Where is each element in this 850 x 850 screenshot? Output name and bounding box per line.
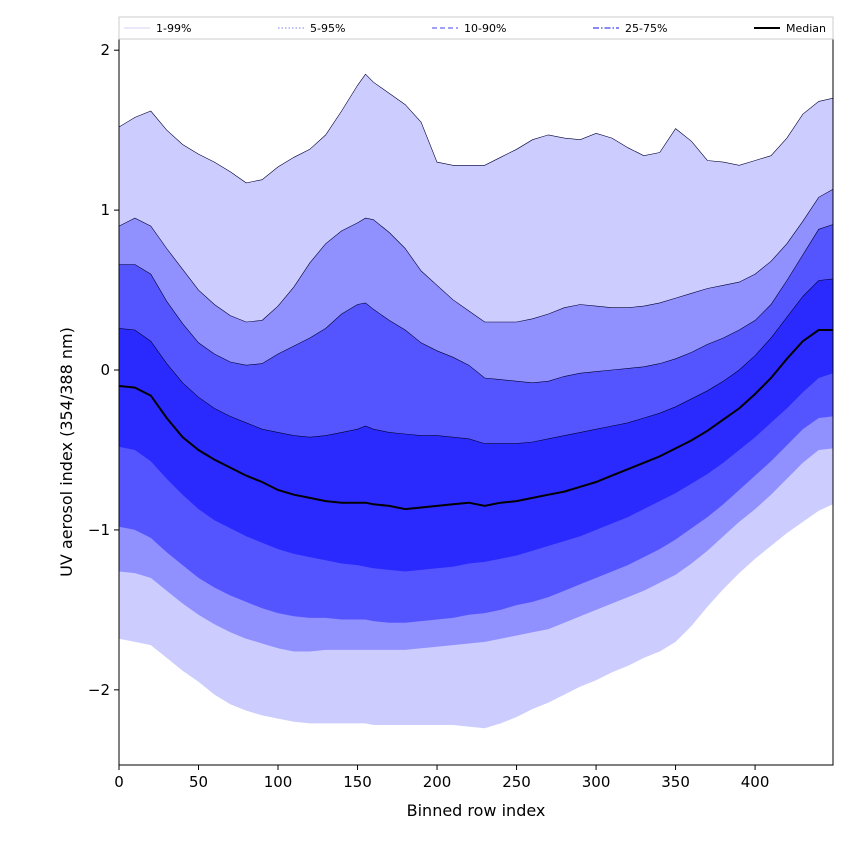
x-tick-label: 150 xyxy=(343,773,372,791)
median-line xyxy=(118,329,833,511)
legend-label: 1-99% xyxy=(156,22,191,35)
band-3-upper-edge xyxy=(119,224,834,384)
x-tick-label: 250 xyxy=(502,773,531,791)
legend-label: 5-95% xyxy=(310,22,345,35)
median-line-layer xyxy=(118,329,833,511)
y-tick-label: 0 xyxy=(100,361,110,379)
y-tick-label: −1 xyxy=(88,521,110,539)
x-tick-label: 50 xyxy=(189,773,208,791)
x-tick-label: 100 xyxy=(264,773,293,791)
x-tick-label: 300 xyxy=(582,773,611,791)
x-tick-label: 400 xyxy=(741,773,770,791)
band-4-area xyxy=(119,278,833,572)
legend-label: Median xyxy=(786,22,826,35)
legend-label: 10-90% xyxy=(464,22,506,35)
x-axis-label: Binned row index xyxy=(407,801,546,820)
y-axis-ticks: −2 −1 0 1 2 xyxy=(88,41,119,699)
y-tick-label: 2 xyxy=(100,41,110,59)
x-axis-ticks: 0 50 100 150 200 250 300 350 400 xyxy=(114,765,769,791)
y-tick-label: 1 xyxy=(100,201,110,219)
band-4-upper-edge xyxy=(118,278,834,444)
y-axis-label: UV aerosol index (354/388 nm) xyxy=(57,327,76,577)
confidence-bands xyxy=(118,73,834,729)
x-tick-label: 0 xyxy=(114,773,124,791)
x-tick-label: 350 xyxy=(661,773,690,791)
x-tick-label: 200 xyxy=(423,773,452,791)
y-tick-label: −2 xyxy=(88,681,110,699)
legend-label: 25-75% xyxy=(625,22,667,35)
band-1-upper-edge xyxy=(118,73,834,184)
band-2-upper-edge xyxy=(118,189,834,323)
legend: 1-99% 5-95% 10-90% 25-75% Median xyxy=(118,16,834,40)
legend-box xyxy=(118,16,834,40)
